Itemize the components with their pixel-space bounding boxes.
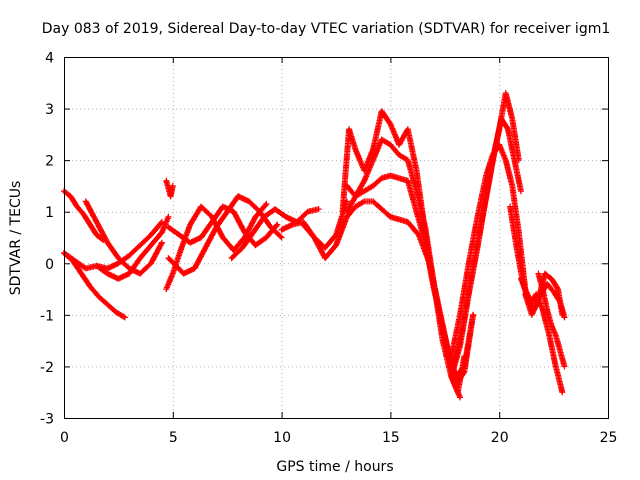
y-tick-label: 2 bbox=[45, 154, 54, 170]
x-tick-label: 10 bbox=[273, 430, 291, 446]
x-tick-label: 5 bbox=[169, 430, 178, 446]
y-tick-label: -2 bbox=[40, 360, 54, 376]
plot-frame bbox=[64, 57, 609, 419]
x-axis-label: GPS time / hours bbox=[276, 459, 393, 475]
data-series-arc-19 bbox=[448, 141, 529, 360]
x-tick-label: 15 bbox=[382, 430, 400, 446]
data-series-arc-12 bbox=[300, 213, 350, 262]
y-tick-label: 4 bbox=[45, 51, 54, 67]
axis-layer: 0 5 10 15 20 25 -3 -2 -1 0 1 2 3 4 bbox=[40, 51, 617, 447]
data-series-arc-16 bbox=[343, 198, 463, 401]
data-series-arc-5 bbox=[93, 213, 172, 282]
x-tick-label: 0 bbox=[60, 430, 69, 446]
chart-title: Day 083 of 2019, Sidereal Day-to-day VTE… bbox=[42, 21, 611, 37]
y-tick-label: -1 bbox=[40, 308, 54, 324]
y-axis-label: SDTVAR / TECUs bbox=[8, 181, 24, 296]
y-tick-label: -3 bbox=[40, 412, 54, 428]
data-series-arc-1 bbox=[61, 188, 107, 244]
data-series-arc-9 bbox=[163, 177, 176, 200]
data-series-arc-8 bbox=[163, 201, 270, 293]
data-series-arc-4 bbox=[82, 198, 165, 277]
x-tick-label: 25 bbox=[600, 430, 618, 446]
y-tick-label: 0 bbox=[45, 257, 54, 273]
y-tick-label: 3 bbox=[45, 102, 54, 118]
data-series-arc-6 bbox=[165, 203, 281, 249]
marks-layer bbox=[61, 90, 568, 401]
data-series-arc-23 bbox=[535, 270, 568, 370]
y-tick-label: 1 bbox=[45, 205, 54, 221]
x-tick-label: 20 bbox=[491, 430, 509, 446]
